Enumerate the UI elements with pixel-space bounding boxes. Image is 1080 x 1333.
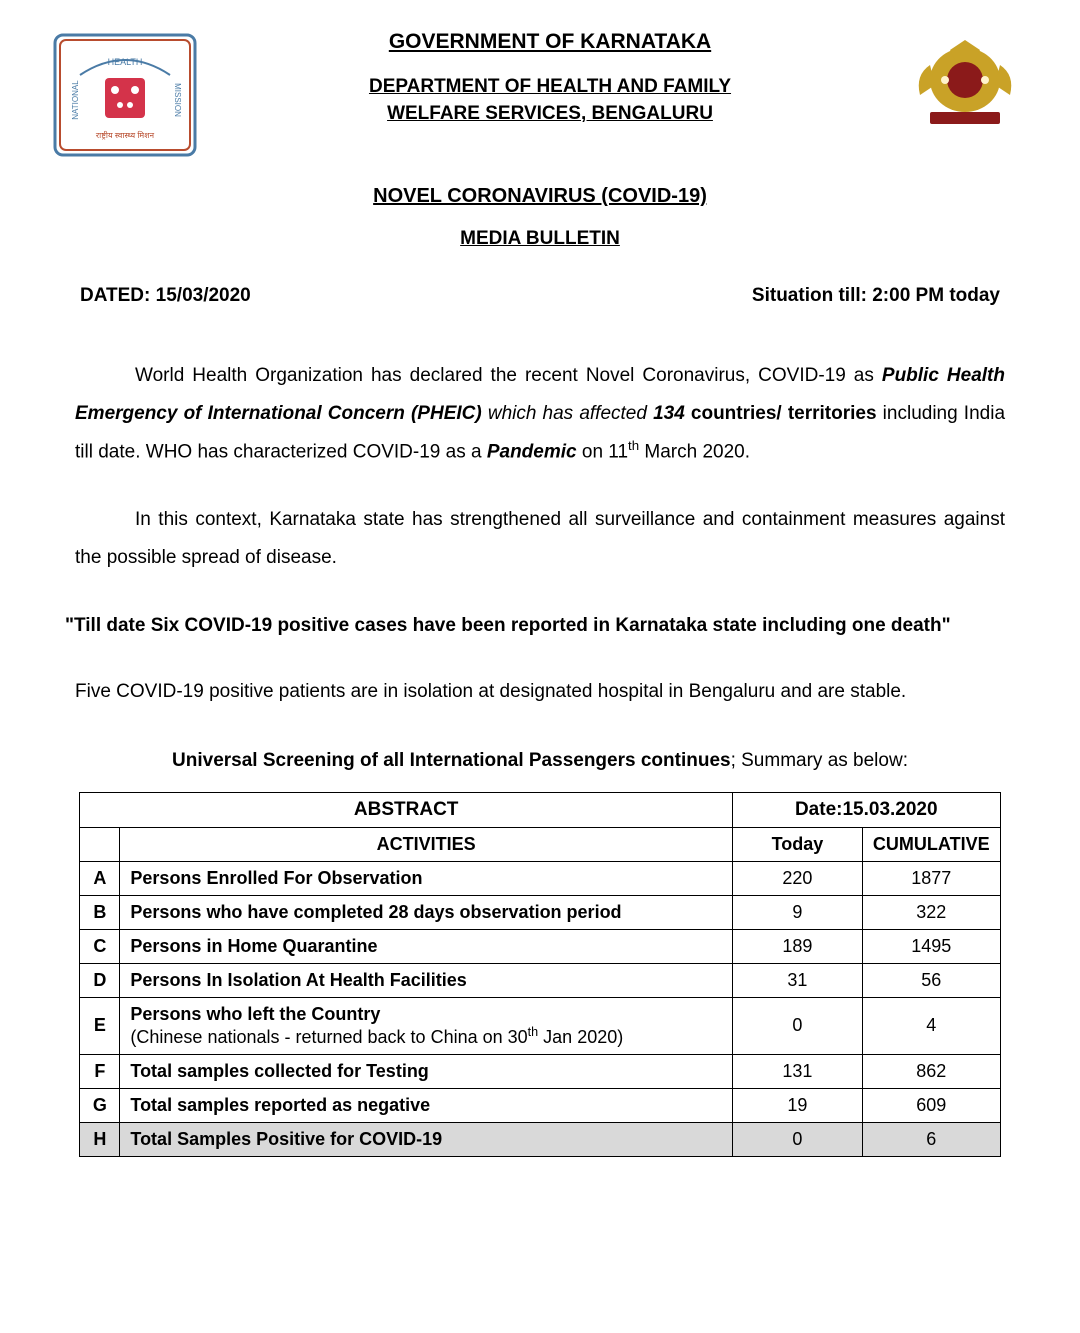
svg-text:MISSION: MISSION [173, 83, 182, 117]
screening-title: Universal Screening of all International… [50, 750, 1030, 772]
cumulative-cell: 1877 [862, 861, 1000, 895]
table-row: HTotal Samples Positive for COVID-1906 [80, 1122, 1000, 1156]
table-row: CPersons in Home Quarantine1891495 [80, 929, 1000, 963]
para-3: Five COVID-19 positive patients are in i… [75, 675, 1005, 709]
today-cell: 220 [732, 861, 862, 895]
activity-cell: Total samples collected for Testing [120, 1054, 733, 1088]
today-cell: 9 [732, 895, 862, 929]
table-body: APersons Enrolled For Observation2201877… [80, 861, 1000, 1156]
abstract-date: Date:15.03.2020 [732, 792, 1000, 827]
cumulative-header: CUMULATIVE [862, 827, 1000, 861]
situation-text: Situation till: 2:00 PM today [752, 285, 1000, 307]
gov-title: GOVERNMENT OF KARNATAKA [220, 30, 880, 54]
row-id: G [80, 1088, 120, 1122]
today-cell: 31 [732, 963, 862, 997]
today-header: Today [732, 827, 862, 861]
table-row: BPersons who have completed 28 days obse… [80, 895, 1000, 929]
table-row: EPersons who left the Country(Chinese na… [80, 997, 1000, 1054]
date-row: DATED: 15/03/2020 Situation till: 2:00 P… [50, 285, 1030, 307]
dept-title: DEPARTMENT OF HEALTH AND FAMILY WELFARE … [220, 74, 880, 127]
row-id: H [80, 1122, 120, 1156]
para-1: World Health Organization has declared t… [75, 357, 1005, 471]
activities-header: ACTIVITIES [120, 827, 733, 861]
today-cell: 0 [732, 997, 862, 1054]
today-cell: 19 [732, 1088, 862, 1122]
cumulative-cell: 56 [862, 963, 1000, 997]
subject-title: NOVEL CORONAVIRUS (COVID-19) [50, 185, 1030, 208]
svg-text:राष्ट्रीय स्वास्थ्य मिशन: राष्ट्रीय स्वास्थ्य मिशन [96, 130, 155, 140]
svg-text:HEALTH: HEALTH [108, 57, 143, 67]
karnataka-emblem [900, 30, 1030, 145]
abstract-table: ABSTRACT Date:15.03.2020 ACTIVITIES Toda… [79, 792, 1000, 1157]
today-cell: 189 [732, 929, 862, 963]
para-2: In this context, Karnataka state has str… [75, 501, 1005, 577]
today-cell: 0 [732, 1122, 862, 1156]
row-id: D [80, 963, 120, 997]
activity-cell: Persons In Isolation At Health Facilitie… [120, 963, 733, 997]
table-row: APersons Enrolled For Observation2201877 [80, 861, 1000, 895]
activity-cell: Persons in Home Quarantine [120, 929, 733, 963]
row-id: A [80, 861, 120, 895]
abstract-header-row: ABSTRACT Date:15.03.2020 [80, 792, 1000, 827]
svg-text:NATIONAL: NATIONAL [71, 80, 80, 120]
activity-cell: Total samples reported as negative [120, 1088, 733, 1122]
table-row: FTotal samples collected for Testing1318… [80, 1054, 1000, 1088]
activity-cell: Persons who left the Country(Chinese nat… [120, 997, 733, 1054]
row-id: F [80, 1054, 120, 1088]
nhm-logo: HEALTH राष्ट्रीय स्वास्थ्य मिशन NATIONAL… [50, 30, 200, 165]
table-row: GTotal samples reported as negative19609 [80, 1088, 1000, 1122]
cumulative-cell: 1495 [862, 929, 1000, 963]
abstract-label: ABSTRACT [80, 792, 733, 827]
cumulative-cell: 862 [862, 1054, 1000, 1088]
cumulative-cell: 609 [862, 1088, 1000, 1122]
header-row: HEALTH राष्ट्रीय स्वास्थ्य मिशन NATIONAL… [50, 30, 1030, 165]
bulletin-title: MEDIA BULLETIN [50, 228, 1030, 250]
activity-cell: Persons Enrolled For Observation [120, 861, 733, 895]
blank-header [80, 827, 120, 861]
column-header-row: ACTIVITIES Today CUMULATIVE [80, 827, 1000, 861]
cumulative-cell: 6 [862, 1122, 1000, 1156]
activity-cell: Persons who have completed 28 days obser… [120, 895, 733, 929]
today-cell: 131 [732, 1054, 862, 1088]
table-row: DPersons In Isolation At Health Faciliti… [80, 963, 1000, 997]
row-id: E [80, 997, 120, 1054]
activity-cell: Total Samples Positive for COVID-19 [120, 1122, 733, 1156]
cumulative-cell: 4 [862, 997, 1000, 1054]
dated-label: DATED: 15/03/2020 [80, 285, 251, 307]
quote-text: "Till date Six COVID-19 positive cases h… [65, 607, 1005, 645]
header-titles: GOVERNMENT OF KARNATAKA DEPARTMENT OF HE… [200, 30, 900, 127]
row-id: B [80, 895, 120, 929]
row-id: C [80, 929, 120, 963]
cumulative-cell: 322 [862, 895, 1000, 929]
